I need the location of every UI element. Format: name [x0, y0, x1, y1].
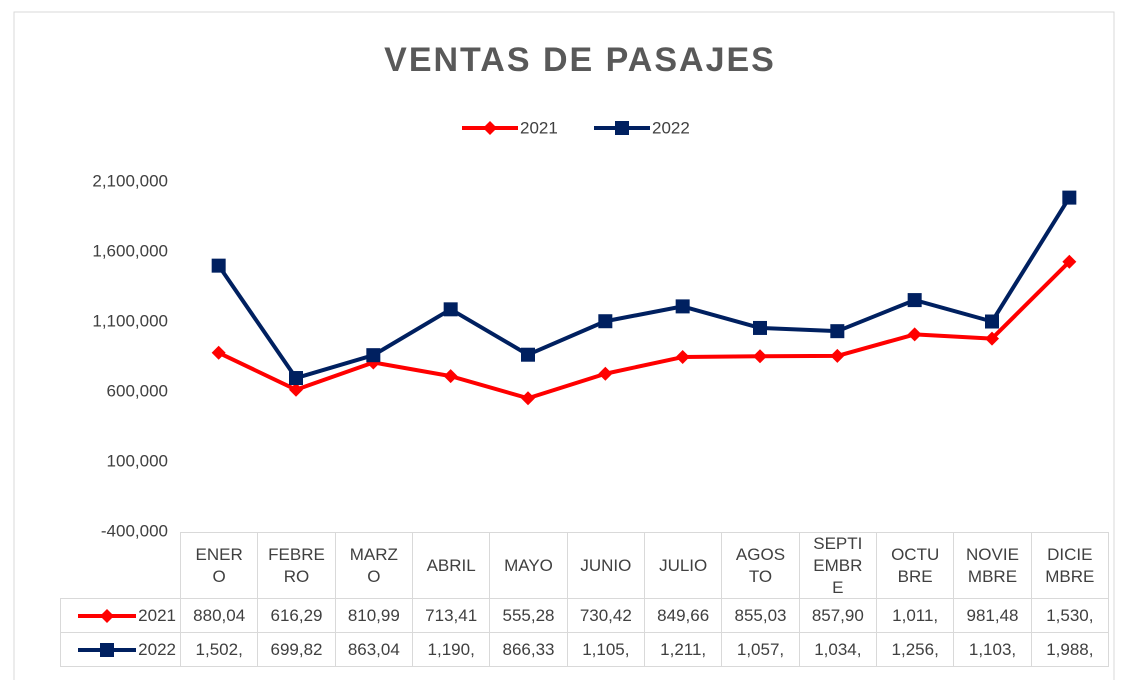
table-value: 730,42: [566, 598, 645, 633]
table-legend-key: 2022: [60, 632, 181, 667]
legend-label: 2022: [652, 118, 690, 137]
table-value: 981,48: [953, 598, 1032, 633]
legend-key: [78, 642, 137, 657]
x-tick-label: JUNIO: [566, 532, 645, 599]
legend-item: 2021: [462, 118, 558, 137]
table-value: 1,034,: [798, 632, 877, 667]
series-line: [217, 196, 1072, 381]
marker: [443, 302, 458, 317]
marker: [211, 345, 226, 360]
table-value: 555,28: [489, 598, 568, 633]
table-value: 713,41: [412, 598, 491, 633]
table-value: 880,04: [180, 598, 259, 633]
table-value: 1,988,: [1030, 632, 1109, 667]
y-tick-label: 100,000: [107, 451, 168, 470]
y-tick-label: 2,100,000: [92, 171, 168, 190]
x-tick-label: DICIEMBRE: [1030, 532, 1109, 599]
marker: [985, 331, 999, 346]
legend-item: 2022: [594, 118, 690, 137]
marker: [753, 349, 767, 364]
marker: [521, 391, 535, 406]
y-tick-label: 1,600,000: [92, 241, 168, 260]
x-tick-label: FEBRERO: [257, 532, 336, 599]
chart-title: VENTAS DE PASAJES: [384, 41, 776, 79]
x-tick-label: JULIO: [644, 532, 723, 599]
y-tick-label: 600,000: [107, 381, 168, 400]
table-series-name: 2021: [138, 605, 176, 625]
marker: [830, 348, 845, 363]
marker: [289, 382, 303, 397]
table-value: 1,211,: [644, 632, 723, 667]
x-tick-label: NOVIEMBRE: [953, 532, 1032, 599]
y-tick-label: -400,000: [101, 521, 168, 540]
marker: [443, 369, 458, 384]
table-value: 1,530,: [1030, 598, 1109, 633]
marker: [830, 324, 845, 339]
marker: [675, 350, 690, 365]
y-tick-label: 1,100,000: [92, 311, 168, 330]
marker: [100, 642, 115, 657]
table-value: 616,29: [257, 598, 336, 633]
x-tick-label: OCTUBRE: [876, 532, 955, 599]
table-value: 1,502,: [180, 632, 259, 667]
table-value: 1,190,: [412, 632, 491, 667]
table-value: 1,105,: [566, 632, 645, 667]
table-series-name: 2022: [138, 639, 176, 659]
marker: [615, 121, 629, 135]
marker: [598, 314, 613, 329]
marker: [985, 314, 999, 329]
marker: [483, 121, 497, 135]
marker: [1062, 254, 1077, 269]
x-tick-label: AGOSTO: [721, 532, 800, 599]
legend-label: 2021: [520, 118, 558, 137]
x-tick-label: MAYO: [489, 532, 568, 599]
marker: [907, 327, 922, 342]
series-line: [217, 260, 1071, 401]
table-value: 699,82: [257, 632, 336, 667]
marker: [753, 320, 767, 335]
marker: [521, 347, 535, 362]
chart-frame: [13, 11, 1115, 680]
x-tick-label: SEPTIEMBRE: [798, 532, 877, 599]
marker: [1062, 190, 1077, 205]
table-value: 855,03: [721, 598, 800, 633]
table-value: 849,66: [644, 598, 723, 633]
table-value: 863,04: [334, 632, 413, 667]
x-tick-label: ENERO: [180, 532, 259, 599]
table-value: 1,256,: [876, 632, 955, 667]
marker: [907, 293, 922, 308]
marker: [366, 348, 381, 363]
marker: [211, 258, 226, 273]
marker: [675, 299, 690, 314]
table-value: 866,33: [489, 632, 568, 667]
table-legend-key: 2021: [60, 598, 181, 633]
x-tick-label: ABRIL: [412, 532, 491, 599]
table-value: 1,011,: [876, 598, 955, 633]
table-value: 810,99: [334, 598, 413, 633]
legend-key: [78, 608, 137, 623]
table-value: 1,103,: [953, 632, 1032, 667]
x-tick-label: MARZO: [334, 532, 413, 599]
marker: [289, 371, 303, 386]
marker: [100, 608, 115, 623]
table-value: 1,057,: [721, 632, 800, 667]
table-value: 857,90: [798, 598, 877, 633]
marker: [598, 366, 613, 381]
